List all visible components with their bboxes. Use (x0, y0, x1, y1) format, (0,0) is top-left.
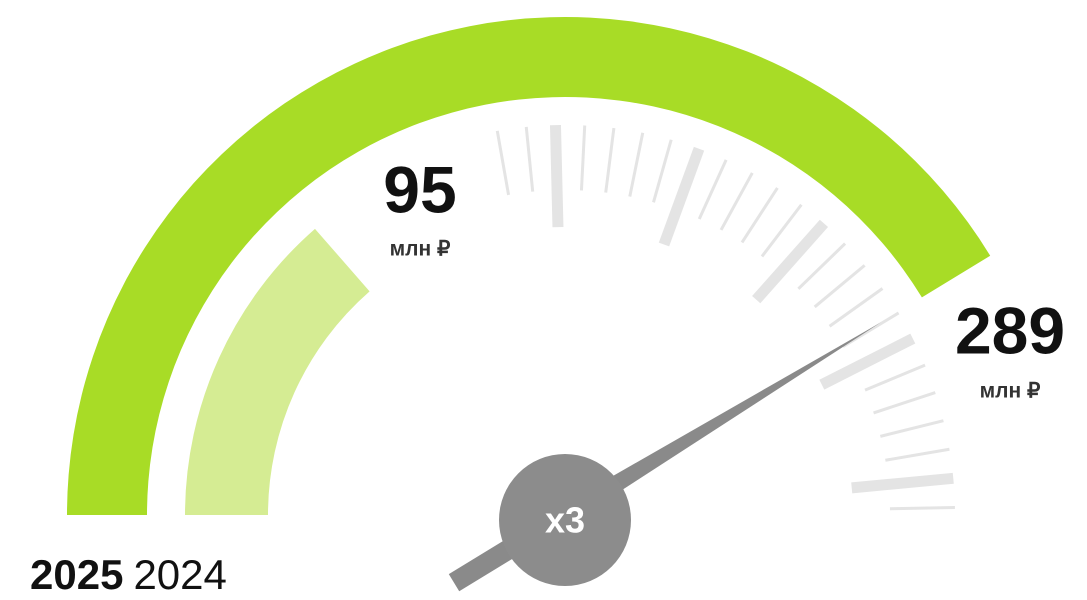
multiplier-label: x3 (545, 500, 585, 541)
gauge-tick (879, 419, 944, 438)
gauge-tick (495, 130, 511, 196)
gauge-tick (719, 172, 754, 231)
gauge-tick (697, 159, 728, 220)
value-label: 95 (383, 152, 456, 226)
gauge-tick (752, 219, 829, 304)
gauge-tick (658, 146, 705, 247)
value-label: 289 (955, 293, 1065, 367)
gauge-tick (813, 264, 866, 309)
gauge-tick (828, 287, 884, 328)
gauge-tick (819, 333, 916, 390)
gauge-tick (873, 391, 936, 415)
legend-entry: 2024 (133, 551, 226, 598)
gauge-tick (740, 187, 779, 244)
gauge-tick (842, 311, 900, 348)
gauge-tick (604, 127, 616, 193)
gauge-tick (628, 132, 645, 197)
unit-label: млн ₽ (980, 380, 1041, 403)
legend-entry: 2025 (30, 551, 123, 598)
gauge-tick (851, 472, 954, 494)
gauge-tick (549, 124, 564, 228)
gauge-ticks (495, 124, 955, 511)
gauge-tick (524, 126, 535, 192)
gauge-tick (889, 506, 955, 511)
gauge-tick (797, 242, 847, 290)
unit-label: млн ₽ (390, 238, 451, 261)
needle-group: x3 (448, 322, 881, 592)
gauge-tick (885, 447, 950, 462)
gauge-tick (760, 203, 803, 258)
gauge-arc (67, 17, 991, 515)
gauge-tick (579, 125, 587, 191)
gauge-arc (185, 228, 370, 516)
legend: 2025 2024 (30, 551, 227, 598)
gauge-tick (864, 363, 926, 392)
needle-hub (499, 454, 631, 586)
gauge-tick (652, 139, 673, 203)
gauge-arcs (67, 17, 991, 516)
